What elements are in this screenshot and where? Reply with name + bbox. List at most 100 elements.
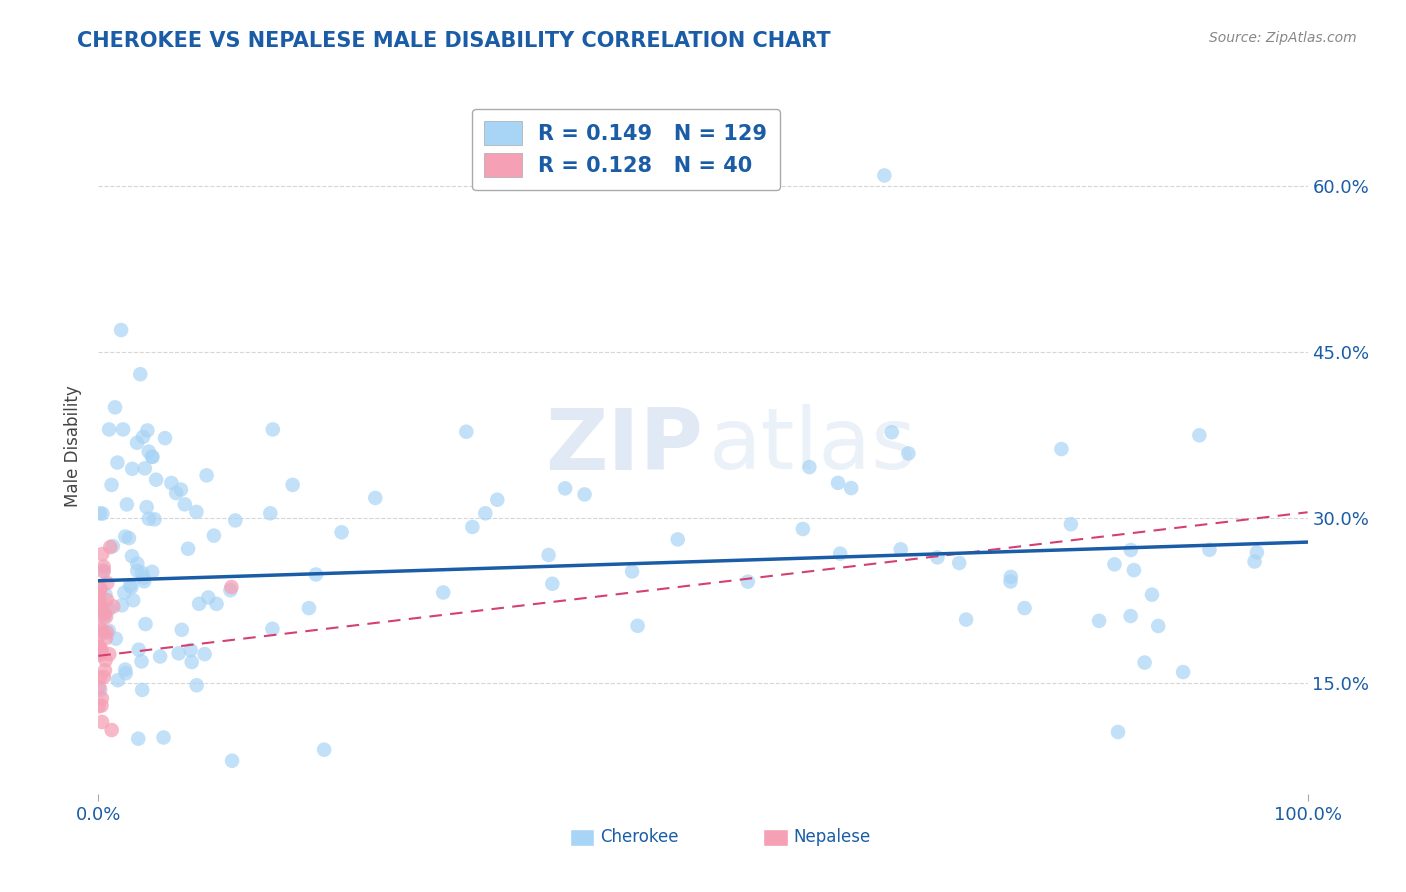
Point <box>1188 428 1211 442</box>
Point <box>1198 542 1220 557</box>
Point <box>93 670 115 684</box>
Point <box>87 629 110 643</box>
Point <box>114 666 136 681</box>
Point <box>96 625 118 640</box>
Point <box>121 580 143 594</box>
Point <box>1119 609 1142 624</box>
Point <box>136 424 159 438</box>
Point <box>89 640 111 654</box>
Point <box>101 539 124 553</box>
Point <box>127 564 149 578</box>
Point <box>180 643 202 657</box>
Point <box>111 599 134 613</box>
Point <box>121 549 143 564</box>
Point <box>132 571 155 585</box>
Point <box>173 497 195 511</box>
Point <box>948 556 970 570</box>
Point <box>456 425 478 439</box>
Point <box>89 594 111 608</box>
Point <box>262 422 284 436</box>
Point <box>91 547 114 561</box>
Point <box>138 512 160 526</box>
Point <box>1000 574 1022 589</box>
Point <box>827 475 849 490</box>
Point <box>89 644 111 658</box>
Point <box>90 691 112 706</box>
Point <box>143 512 166 526</box>
Point <box>89 671 111 685</box>
Point <box>188 597 211 611</box>
Point <box>91 507 114 521</box>
Point <box>94 607 117 621</box>
Point <box>167 646 190 660</box>
Point <box>180 655 202 669</box>
Point <box>93 563 115 577</box>
Point <box>666 533 689 547</box>
Point <box>100 478 122 492</box>
Point <box>1104 558 1126 572</box>
Point <box>626 619 648 633</box>
Point <box>131 566 153 580</box>
Point <box>1133 656 1156 670</box>
Point <box>839 481 862 495</box>
Point <box>118 531 141 545</box>
Point <box>89 506 111 520</box>
Point <box>90 607 112 622</box>
Point <box>1171 665 1194 679</box>
Point <box>87 600 110 615</box>
Point <box>104 632 127 646</box>
Point <box>262 622 284 636</box>
Point <box>927 550 949 565</box>
Point <box>87 588 110 602</box>
Point <box>89 683 111 698</box>
Point <box>799 460 821 475</box>
Point <box>205 597 228 611</box>
Point <box>104 401 127 415</box>
Point <box>94 663 117 677</box>
Point <box>537 548 560 562</box>
Point <box>1088 614 1111 628</box>
Point <box>298 601 321 615</box>
Point <box>138 444 160 458</box>
Text: CHEROKEE VS NEPALESE MALE DISABILITY CORRELATION CHART: CHEROKEE VS NEPALESE MALE DISABILITY COR… <box>77 31 831 51</box>
Text: atlas: atlas <box>709 404 917 488</box>
Point <box>93 625 115 640</box>
Point <box>125 435 148 450</box>
Point <box>94 587 117 601</box>
Point <box>93 565 115 579</box>
Point <box>112 422 135 436</box>
Point <box>486 492 509 507</box>
Point <box>89 648 111 662</box>
Point <box>461 520 484 534</box>
Point <box>1140 588 1163 602</box>
Point <box>554 481 576 495</box>
Point <box>107 673 129 688</box>
Point <box>97 624 120 638</box>
Point <box>141 450 163 464</box>
Point <box>474 506 496 520</box>
Point <box>186 678 208 692</box>
Legend: R = 0.149   N = 129, R = 0.128   N = 40: R = 0.149 N = 129, R = 0.128 N = 40 <box>471 109 780 190</box>
Point <box>177 541 200 556</box>
Point <box>131 682 153 697</box>
Point <box>94 631 117 645</box>
Point <box>98 422 121 436</box>
Point <box>87 591 110 606</box>
Point <box>114 663 136 677</box>
Point <box>132 430 155 444</box>
Point <box>93 559 115 574</box>
Point <box>135 500 157 514</box>
Point <box>160 475 183 490</box>
Point <box>221 754 243 768</box>
Point <box>830 547 852 561</box>
Point <box>1014 601 1036 615</box>
Point <box>305 567 328 582</box>
Point <box>121 462 143 476</box>
Point <box>314 742 336 756</box>
Point <box>127 731 149 746</box>
Point <box>221 580 243 594</box>
Point <box>96 593 118 607</box>
Point <box>330 525 353 540</box>
Point <box>89 582 111 596</box>
Text: Nepalese: Nepalese <box>793 828 870 846</box>
